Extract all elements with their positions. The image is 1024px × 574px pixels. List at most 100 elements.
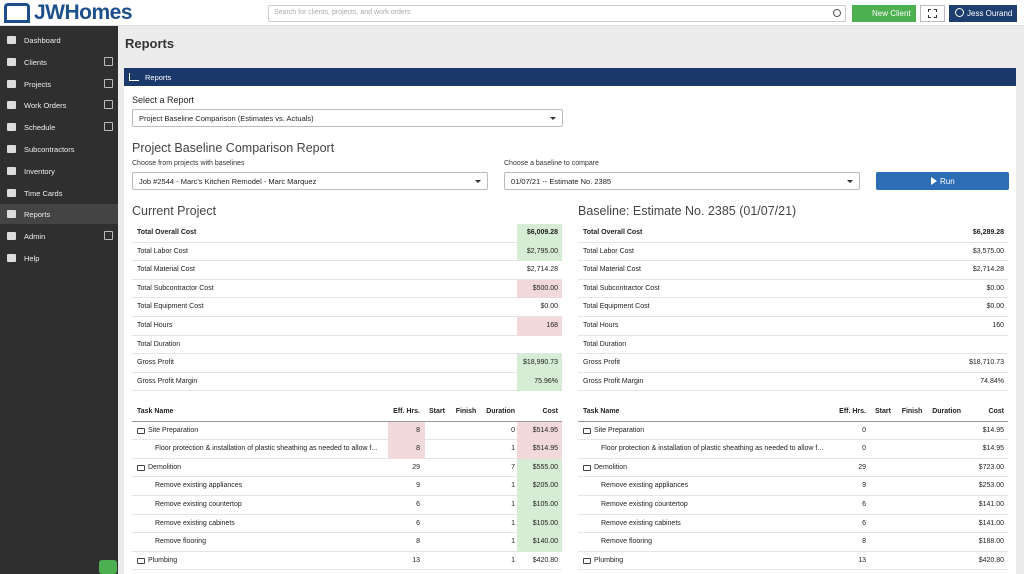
sidebar-icon (7, 101, 16, 110)
sidebar-item[interactable]: Schedule (24, 123, 56, 133)
sidebar-toggle[interactable] (99, 560, 117, 574)
status-cell (517, 317, 562, 336)
user-button[interactable]: Jess Ourand (949, 5, 1017, 22)
summary-row (578, 336, 1008, 355)
expand-icon[interactable] (104, 231, 113, 241)
task-name: Floor protection & installation of plast… (601, 445, 824, 453)
task-eff: 6 (862, 519, 866, 527)
report-title: Project Baseline Comparison Report (132, 141, 335, 155)
column-header: Start (429, 408, 445, 415)
section-title: Current Project (132, 204, 217, 218)
task-eff: 0 (862, 445, 866, 453)
task-eff: 29 (858, 463, 866, 471)
summary-row (578, 261, 1008, 280)
task-row (132, 552, 562, 571)
summary-value: $0.00 (986, 284, 1004, 292)
task-cost: $14.95 (982, 445, 1004, 453)
task-duration: 7 (511, 463, 515, 471)
search-input[interactable]: Search for clients, projects, and work o… (268, 5, 846, 22)
user-icon (955, 8, 964, 17)
summary-value: $2,714.28 (526, 266, 558, 274)
summary-value: 75.96% (534, 377, 558, 385)
task-name: Remove existing countertop (601, 501, 688, 508)
summary-value: $2,795.00 (526, 247, 558, 255)
report-select[interactable]: Project Baseline Comparison (Estimates v… (132, 109, 563, 127)
column-header: Start (875, 408, 891, 415)
task-duration: 1 (511, 538, 515, 546)
summary-row (132, 373, 562, 392)
summary-value: $2,714.28 (972, 266, 1004, 274)
summary-label: Total Labor Cost (137, 247, 188, 255)
sidebar-icon (7, 123, 16, 132)
sidebar-item[interactable]: Subcontractors (24, 145, 75, 154)
column-header: Finish (455, 408, 477, 415)
summary-value: $500.00 (532, 284, 558, 292)
task-eff: 29 (412, 463, 420, 471)
column-header: Duration (486, 408, 515, 415)
expand-icon[interactable] (104, 56, 113, 66)
task-eff: 6 (416, 501, 420, 508)
summary-row (578, 298, 1008, 317)
summary-value: 160 (992, 322, 1004, 329)
task-name: Site Preparation (594, 426, 645, 434)
task-name: Remove existing countertop (155, 501, 242, 508)
summary-value: 168 (546, 322, 558, 329)
page-title: Reports (125, 36, 175, 51)
task-row (132, 496, 562, 515)
fullscreen-button[interactable] (920, 5, 945, 22)
summary-row (578, 354, 1008, 373)
status-cell (517, 477, 562, 496)
task-name: Remove flooring (601, 538, 652, 546)
section-title: Baseline: Estimate No. 2385 (01/07/21) (578, 204, 797, 218)
expand-icon[interactable] (104, 122, 113, 132)
status-cell (517, 354, 562, 373)
task-eff: 13 (858, 556, 866, 564)
task-name: Plumbing (594, 556, 624, 564)
task-eff: 8 (416, 426, 420, 434)
sidebar-item[interactable]: Projects (24, 79, 52, 89)
run-button[interactable]: Run (876, 172, 1009, 190)
summary-row (132, 336, 562, 355)
baseline-select[interactable]: 01/07/21 -- Estimate No. 2385 (504, 172, 860, 190)
sidebar-item[interactable]: Admin (24, 232, 46, 242)
new-client-label: New Client (872, 9, 911, 18)
task-eff: 8 (862, 538, 866, 546)
sidebar-item[interactable]: Time Cards (24, 188, 63, 198)
sidebar-icon (7, 210, 16, 219)
sidebar-item[interactable]: Inventory (24, 166, 55, 176)
search-icon (833, 9, 841, 17)
sidebar-item[interactable]: Clients (24, 57, 47, 67)
task-cost: $141.00 (978, 501, 1004, 508)
dropdown-arrow (847, 180, 853, 183)
summary-label: Gross Profit Margin (137, 377, 198, 385)
task-cost: $14.95 (982, 426, 1004, 434)
dropdown-arrow (550, 117, 556, 120)
task-row (578, 477, 1008, 496)
summary-label: Gross Profit (583, 359, 620, 367)
task-eff: 6 (416, 519, 420, 527)
search-placeholder: Search for clients, projects, and work o… (274, 9, 411, 16)
new-client-button[interactable]: New Client (852, 5, 916, 22)
task-duration: 1 (511, 519, 515, 527)
summary-label: Total Equipment Cost (137, 303, 204, 311)
summary-row (132, 317, 562, 336)
sidebar-item[interactable]: Dashboard (24, 36, 61, 45)
sidebar-item[interactable]: Reports (24, 210, 51, 220)
summary-row (132, 280, 562, 299)
task-row (132, 422, 562, 441)
task-cost: $253.00 (978, 482, 1004, 490)
expand-icon[interactable] (104, 78, 113, 88)
project-select[interactable]: Job #2544 - Marc's Kitchen Remodel - Mar… (132, 172, 488, 190)
sidebar-icon (7, 145, 16, 153)
folder-icon (583, 464, 591, 471)
logo[interactable]: JWHomes (34, 1, 133, 24)
summary-row (132, 298, 562, 317)
summary-label: Total Duration (137, 340, 181, 348)
column-header: Cost (542, 408, 558, 415)
sidebar-item[interactable]: Work Orders (24, 101, 67, 111)
sidebar-item[interactable]: Help (24, 254, 40, 263)
expand-icon[interactable] (104, 100, 113, 110)
sidebar-active (0, 204, 118, 225)
column-header: Cost (988, 408, 1004, 415)
